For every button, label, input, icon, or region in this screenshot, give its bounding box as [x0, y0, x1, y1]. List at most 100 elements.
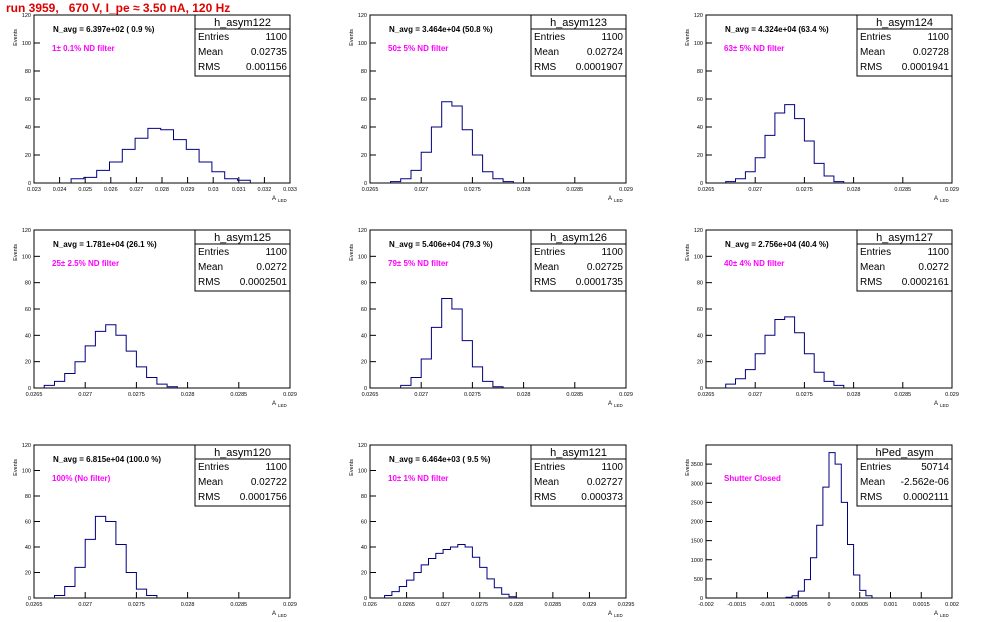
stats-label: Mean: [534, 477, 559, 488]
y-tick-label: 80: [25, 494, 31, 500]
y-tick-label: 0: [364, 181, 367, 187]
x-tick-label: 0.0275: [471, 602, 488, 608]
x-tick-label: 0.028: [509, 602, 523, 608]
x-tick-label: 0.025: [78, 187, 92, 193]
stats-label: RMS: [198, 492, 221, 503]
x-axis-subscript: LED: [278, 198, 288, 203]
y-tick-label: 0: [700, 181, 703, 187]
histogram-panel-h_asym120: 0 20 40 60 80 100 120 0.0265 0.027 0.0275 0.028 0.0…: [13, 443, 297, 618]
stats-box: [530, 229, 627, 292]
histogram-line: [725, 316, 845, 388]
x-tick-label: 0.0265: [398, 602, 415, 608]
y-axis-title: Events: [13, 459, 19, 476]
x-tick-label: 0.027: [748, 392, 762, 398]
stats-label: Entries: [534, 247, 565, 258]
histogram-line: [400, 298, 504, 388]
y-tick-label: 20: [25, 360, 31, 366]
n-avg-label: N_avg = 6.397e+02 ( 0.9 %): [53, 25, 155, 34]
x-tick-label: 0.0265: [26, 392, 43, 398]
stats-box: [530, 14, 627, 77]
filter-annotation: 25± 2.5% ND filter: [52, 259, 119, 268]
x-axis-subscript: LED: [278, 403, 288, 408]
stats-value: 0.02724: [587, 47, 624, 58]
x-axis-title: A: [272, 611, 276, 617]
y-tick-label: 20: [361, 571, 367, 577]
filter-annotation: 79± 5% ND filter: [388, 259, 448, 268]
stats-hist-name: h_asym121: [550, 447, 607, 459]
y-tick-label: 120: [22, 13, 31, 19]
x-tick-label: 0.028: [155, 187, 169, 193]
x-tick-label: 0.0265: [362, 392, 379, 398]
x-axis-subscript: LED: [614, 198, 624, 203]
y-tick-label: 80: [25, 69, 31, 75]
stats-value: 0.02727: [587, 477, 624, 488]
y-tick-label: 40: [697, 333, 703, 339]
x-axis-title: A: [608, 401, 612, 407]
n-avg-label: N_avg = 4.324e+04 (63.4 %): [725, 25, 829, 34]
stats-hist-name: h_asym124: [876, 17, 933, 29]
stats-box: [856, 229, 953, 292]
x-tick-label: 0.026: [363, 602, 377, 608]
histogram-panel-h_asym125: 0 20 40 60 80 100 120 0.0265 0.027 0.0275 0.028 0.0…: [13, 228, 297, 408]
stats-value: 1100: [265, 462, 287, 473]
x-axis-subscript: LED: [614, 403, 624, 408]
y-tick-label: 40: [361, 125, 367, 131]
y-tick-label: 100: [694, 254, 703, 260]
histogram-line: [785, 452, 873, 598]
x-tick-label: 0.032: [258, 187, 272, 193]
y-axis-title: Events: [685, 29, 691, 46]
filter-annotation: 63± 5% ND filter: [724, 44, 784, 53]
stats-value: 0.0002161: [902, 277, 950, 288]
stats-label: Mean: [198, 262, 223, 273]
stats-box: [194, 14, 291, 77]
x-tick-label: 0.0265: [26, 602, 43, 608]
histogram-line: [43, 324, 178, 388]
y-tick-label: 40: [361, 333, 367, 339]
x-tick-label: 0.027: [78, 602, 92, 608]
y-axis-title: Events: [685, 244, 691, 261]
y-tick-label: 120: [22, 443, 31, 449]
x-tick-label: 0.0285: [230, 602, 247, 608]
x-axis-title: A: [272, 401, 276, 407]
x-tick-label: 0.029: [283, 392, 297, 398]
stats-label: RMS: [534, 492, 557, 503]
x-tick-label: 0.029: [945, 187, 959, 193]
stats-value: 0.000373: [581, 492, 623, 503]
stats-hist-name: h_asym127: [876, 232, 933, 244]
filter-annotation: 100% (No filter): [52, 474, 111, 483]
y-tick-label: 0: [364, 596, 367, 602]
y-tick-label: 60: [25, 520, 31, 526]
stats-label: Entries: [860, 32, 891, 43]
filter-annotation: 1± 0.1% ND filter: [52, 44, 115, 53]
stats-value: 1100: [601, 462, 623, 473]
y-tick-label: 2500: [691, 500, 703, 506]
y-tick-label: 0: [700, 596, 703, 602]
filter-annotation: 10± 1% ND filter: [388, 474, 448, 483]
x-axis-title: A: [608, 196, 612, 202]
x-axis-title: A: [272, 196, 276, 202]
filter-annotation: 50± 5% ND filter: [388, 44, 448, 53]
y-tick-label: 80: [25, 281, 31, 287]
y-tick-label: 20: [25, 571, 31, 577]
y-tick-label: 60: [361, 97, 367, 103]
y-tick-label: 80: [361, 69, 367, 75]
y-tick-label: 60: [361, 307, 367, 313]
x-tick-label: 0.027: [78, 392, 92, 398]
y-tick-label: 40: [697, 125, 703, 131]
stats-value: 0.0001756: [240, 492, 288, 503]
y-axis-title: Events: [685, 459, 691, 476]
x-axis-subscript: LED: [940, 198, 950, 203]
histogram-line: [70, 127, 251, 183]
stats-value: 0.0272: [256, 262, 287, 273]
stats-label: Mean: [860, 262, 885, 273]
y-tick-label: 1000: [691, 558, 703, 564]
y-tick-label: 0: [364, 386, 367, 392]
stats-value: 1100: [927, 247, 949, 258]
x-tick-label: -0.0005: [789, 602, 808, 608]
x-tick-label: 0.0285: [544, 602, 561, 608]
x-axis-subscript: LED: [940, 613, 950, 618]
x-tick-label: 0.028: [517, 187, 531, 193]
x-tick-label: 0.0275: [796, 392, 813, 398]
y-tick-label: 1500: [691, 539, 703, 545]
x-tick-label: 0.026: [104, 187, 118, 193]
